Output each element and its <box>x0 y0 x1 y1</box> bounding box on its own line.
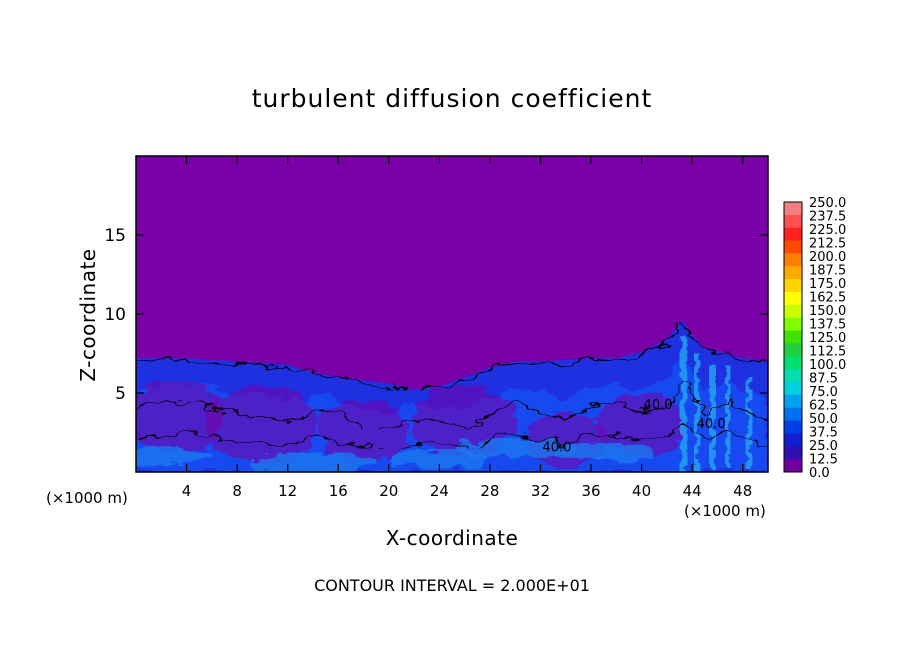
colorbar-label: 162.5 <box>809 291 846 306</box>
y-tick-label: 15 <box>104 226 126 246</box>
colorbar-swatch <box>784 214 802 229</box>
x-tick-label: 24 <box>430 482 449 500</box>
contour-label: 40.0 <box>542 440 571 455</box>
colorbar-swatch <box>784 227 802 242</box>
x-tick-label: 48 <box>733 482 752 500</box>
updraft-column <box>709 361 716 472</box>
colorbar-label: 25.0 <box>809 439 838 454</box>
contour-interval-note: CONTOUR INTERVAL = 2.000E+01 <box>314 576 590 595</box>
colorbar-label: 187.5 <box>809 264 846 279</box>
swirl-core <box>596 393 688 457</box>
contour-label: 40.0 <box>644 398 673 413</box>
colorbar-swatch <box>784 292 802 306</box>
contour-line <box>136 321 768 391</box>
colorbar-swatch <box>784 382 802 396</box>
x-tick-label: 8 <box>232 482 242 500</box>
y-tick-label: 10 <box>104 305 126 325</box>
surface-band <box>388 449 490 470</box>
colorbar-label: 87.5 <box>809 372 838 387</box>
contour-line <box>136 380 768 430</box>
updraft-column <box>679 332 688 472</box>
colorbar-swatch <box>784 240 802 254</box>
chart-title: turbulent diffusion coefficient <box>251 84 653 113</box>
contour-labels: 40.0 40.0 40.0 <box>542 398 725 456</box>
x-tick-label: 16 <box>329 482 348 500</box>
colorbar-swatch <box>784 304 802 319</box>
x-tick-label: 20 <box>379 482 398 500</box>
colorbar-label: 37.5 <box>809 426 838 441</box>
contour-lines <box>136 321 768 450</box>
x-tick-label: 28 <box>480 482 499 500</box>
surface-band <box>136 446 212 467</box>
colorbar-label: 225.0 <box>809 223 846 238</box>
colorbar-swatch <box>784 330 802 344</box>
swirl-core <box>205 385 320 465</box>
y-axis-label: Z-coordinate <box>76 248 100 382</box>
y-axis-ticks: 5 10 15 <box>104 226 768 404</box>
surface-band <box>249 452 377 472</box>
updraft-column <box>745 377 753 472</box>
updraft-column <box>725 364 731 472</box>
x-tick-label: 4 <box>182 482 192 500</box>
colorbar-swatch <box>784 394 802 409</box>
swirl-core <box>318 399 410 463</box>
colorbar-swatch <box>784 317 802 332</box>
x-tick-label: 32 <box>531 482 550 500</box>
colorbar-label: 62.5 <box>809 399 838 414</box>
colorbar-label: 100.0 <box>809 358 846 373</box>
x-axis-ticks: 4 8 12 16 20 24 28 32 36 40 44 48 <box>182 156 752 500</box>
colorbar-label: 137.5 <box>809 318 846 333</box>
colorbar-label: 200.0 <box>809 250 846 265</box>
colorbar-label: 212.5 <box>809 237 846 252</box>
x-axis-unit-left: (×1000 m) <box>46 489 128 507</box>
diffusion-field <box>136 320 768 472</box>
contour-line <box>136 422 768 450</box>
x-axis-label: X-coordinate <box>385 526 519 550</box>
colorbar-label: 175.0 <box>809 277 846 292</box>
colorbar-label: 150.0 <box>809 304 846 319</box>
colorbar-swatch <box>784 369 802 383</box>
colorbar-swatch <box>784 343 802 357</box>
x-tick-label: 12 <box>278 482 297 500</box>
x-tick-label: 40 <box>632 482 651 500</box>
colorbar-label: 0.0 <box>809 466 830 481</box>
colorbar: 250.0237.5225.0212.5200.0187.5175.0162.5… <box>783 196 846 481</box>
colorbar-swatch <box>784 253 802 267</box>
colorbar-swatch <box>784 446 802 460</box>
colorbar-swatch <box>784 459 802 473</box>
colorbar-swatch <box>784 266 802 280</box>
colorbar-label: 12.5 <box>809 453 838 468</box>
colorbar-label: 75.0 <box>809 385 838 400</box>
colorbar-swatch <box>784 279 802 293</box>
colorbar-swatch <box>784 433 802 447</box>
colorbar-swatch <box>784 202 802 216</box>
swirl-core <box>136 381 224 452</box>
colorbar-label: 250.0 <box>809 196 846 211</box>
contour-label: 40.0 <box>697 417 726 432</box>
colorbar-label: 50.0 <box>809 412 838 427</box>
colorbar-label: 112.5 <box>809 345 846 360</box>
updraft-column <box>694 353 701 472</box>
colorbar-label: 237.5 <box>809 210 846 225</box>
x-tick-label: 44 <box>683 482 702 500</box>
surface-band <box>553 443 655 464</box>
y-tick-label: 5 <box>115 384 126 404</box>
colorbar-swatch <box>784 420 802 434</box>
colorbar-label: 125.0 <box>809 331 846 346</box>
x-axis-unit-right: (×1000 m) <box>684 502 766 520</box>
colorbar-swatch <box>784 356 802 370</box>
x-tick-label: 36 <box>581 482 600 500</box>
colorbar-frame <box>783 201 803 473</box>
colorbar-swatch <box>784 407 802 422</box>
